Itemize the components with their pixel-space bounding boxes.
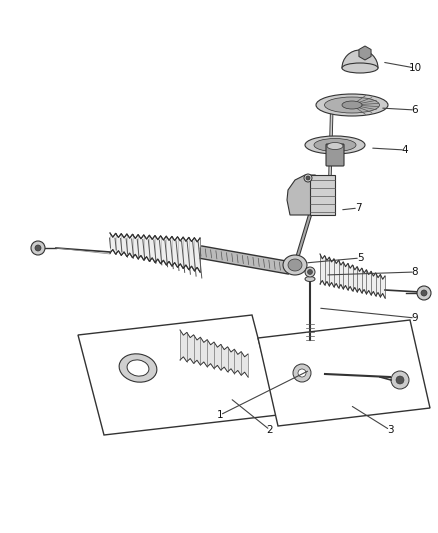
- Text: 8: 8: [412, 267, 418, 277]
- Text: 2: 2: [267, 425, 273, 435]
- Circle shape: [304, 174, 312, 182]
- Ellipse shape: [305, 277, 315, 281]
- Circle shape: [417, 286, 431, 300]
- Polygon shape: [320, 254, 385, 298]
- Polygon shape: [258, 320, 430, 426]
- Circle shape: [396, 376, 404, 384]
- Circle shape: [306, 176, 310, 180]
- Circle shape: [293, 364, 311, 382]
- Polygon shape: [180, 330, 248, 377]
- Text: 9: 9: [412, 313, 418, 323]
- Circle shape: [307, 270, 312, 274]
- Polygon shape: [287, 175, 330, 215]
- Ellipse shape: [316, 94, 388, 116]
- Text: 4: 4: [402, 145, 408, 155]
- Circle shape: [35, 245, 41, 251]
- Ellipse shape: [342, 101, 362, 109]
- Ellipse shape: [305, 136, 365, 154]
- Circle shape: [305, 267, 315, 277]
- Text: 6: 6: [412, 105, 418, 115]
- Polygon shape: [78, 315, 278, 435]
- Polygon shape: [110, 233, 200, 272]
- Circle shape: [391, 371, 409, 389]
- Text: 5: 5: [357, 253, 363, 263]
- Circle shape: [298, 369, 306, 377]
- Ellipse shape: [288, 259, 302, 271]
- Ellipse shape: [314, 139, 356, 151]
- Circle shape: [421, 290, 427, 296]
- Text: 10: 10: [409, 63, 421, 73]
- Text: 7: 7: [355, 203, 361, 213]
- Ellipse shape: [327, 142, 343, 149]
- Polygon shape: [310, 175, 335, 215]
- Text: 1: 1: [217, 410, 223, 420]
- Wedge shape: [342, 50, 378, 68]
- Text: 3: 3: [387, 425, 393, 435]
- FancyBboxPatch shape: [326, 144, 344, 166]
- Ellipse shape: [119, 354, 157, 382]
- Ellipse shape: [127, 360, 149, 376]
- Ellipse shape: [283, 255, 307, 275]
- Circle shape: [31, 241, 45, 255]
- Ellipse shape: [325, 97, 379, 113]
- Ellipse shape: [342, 63, 378, 73]
